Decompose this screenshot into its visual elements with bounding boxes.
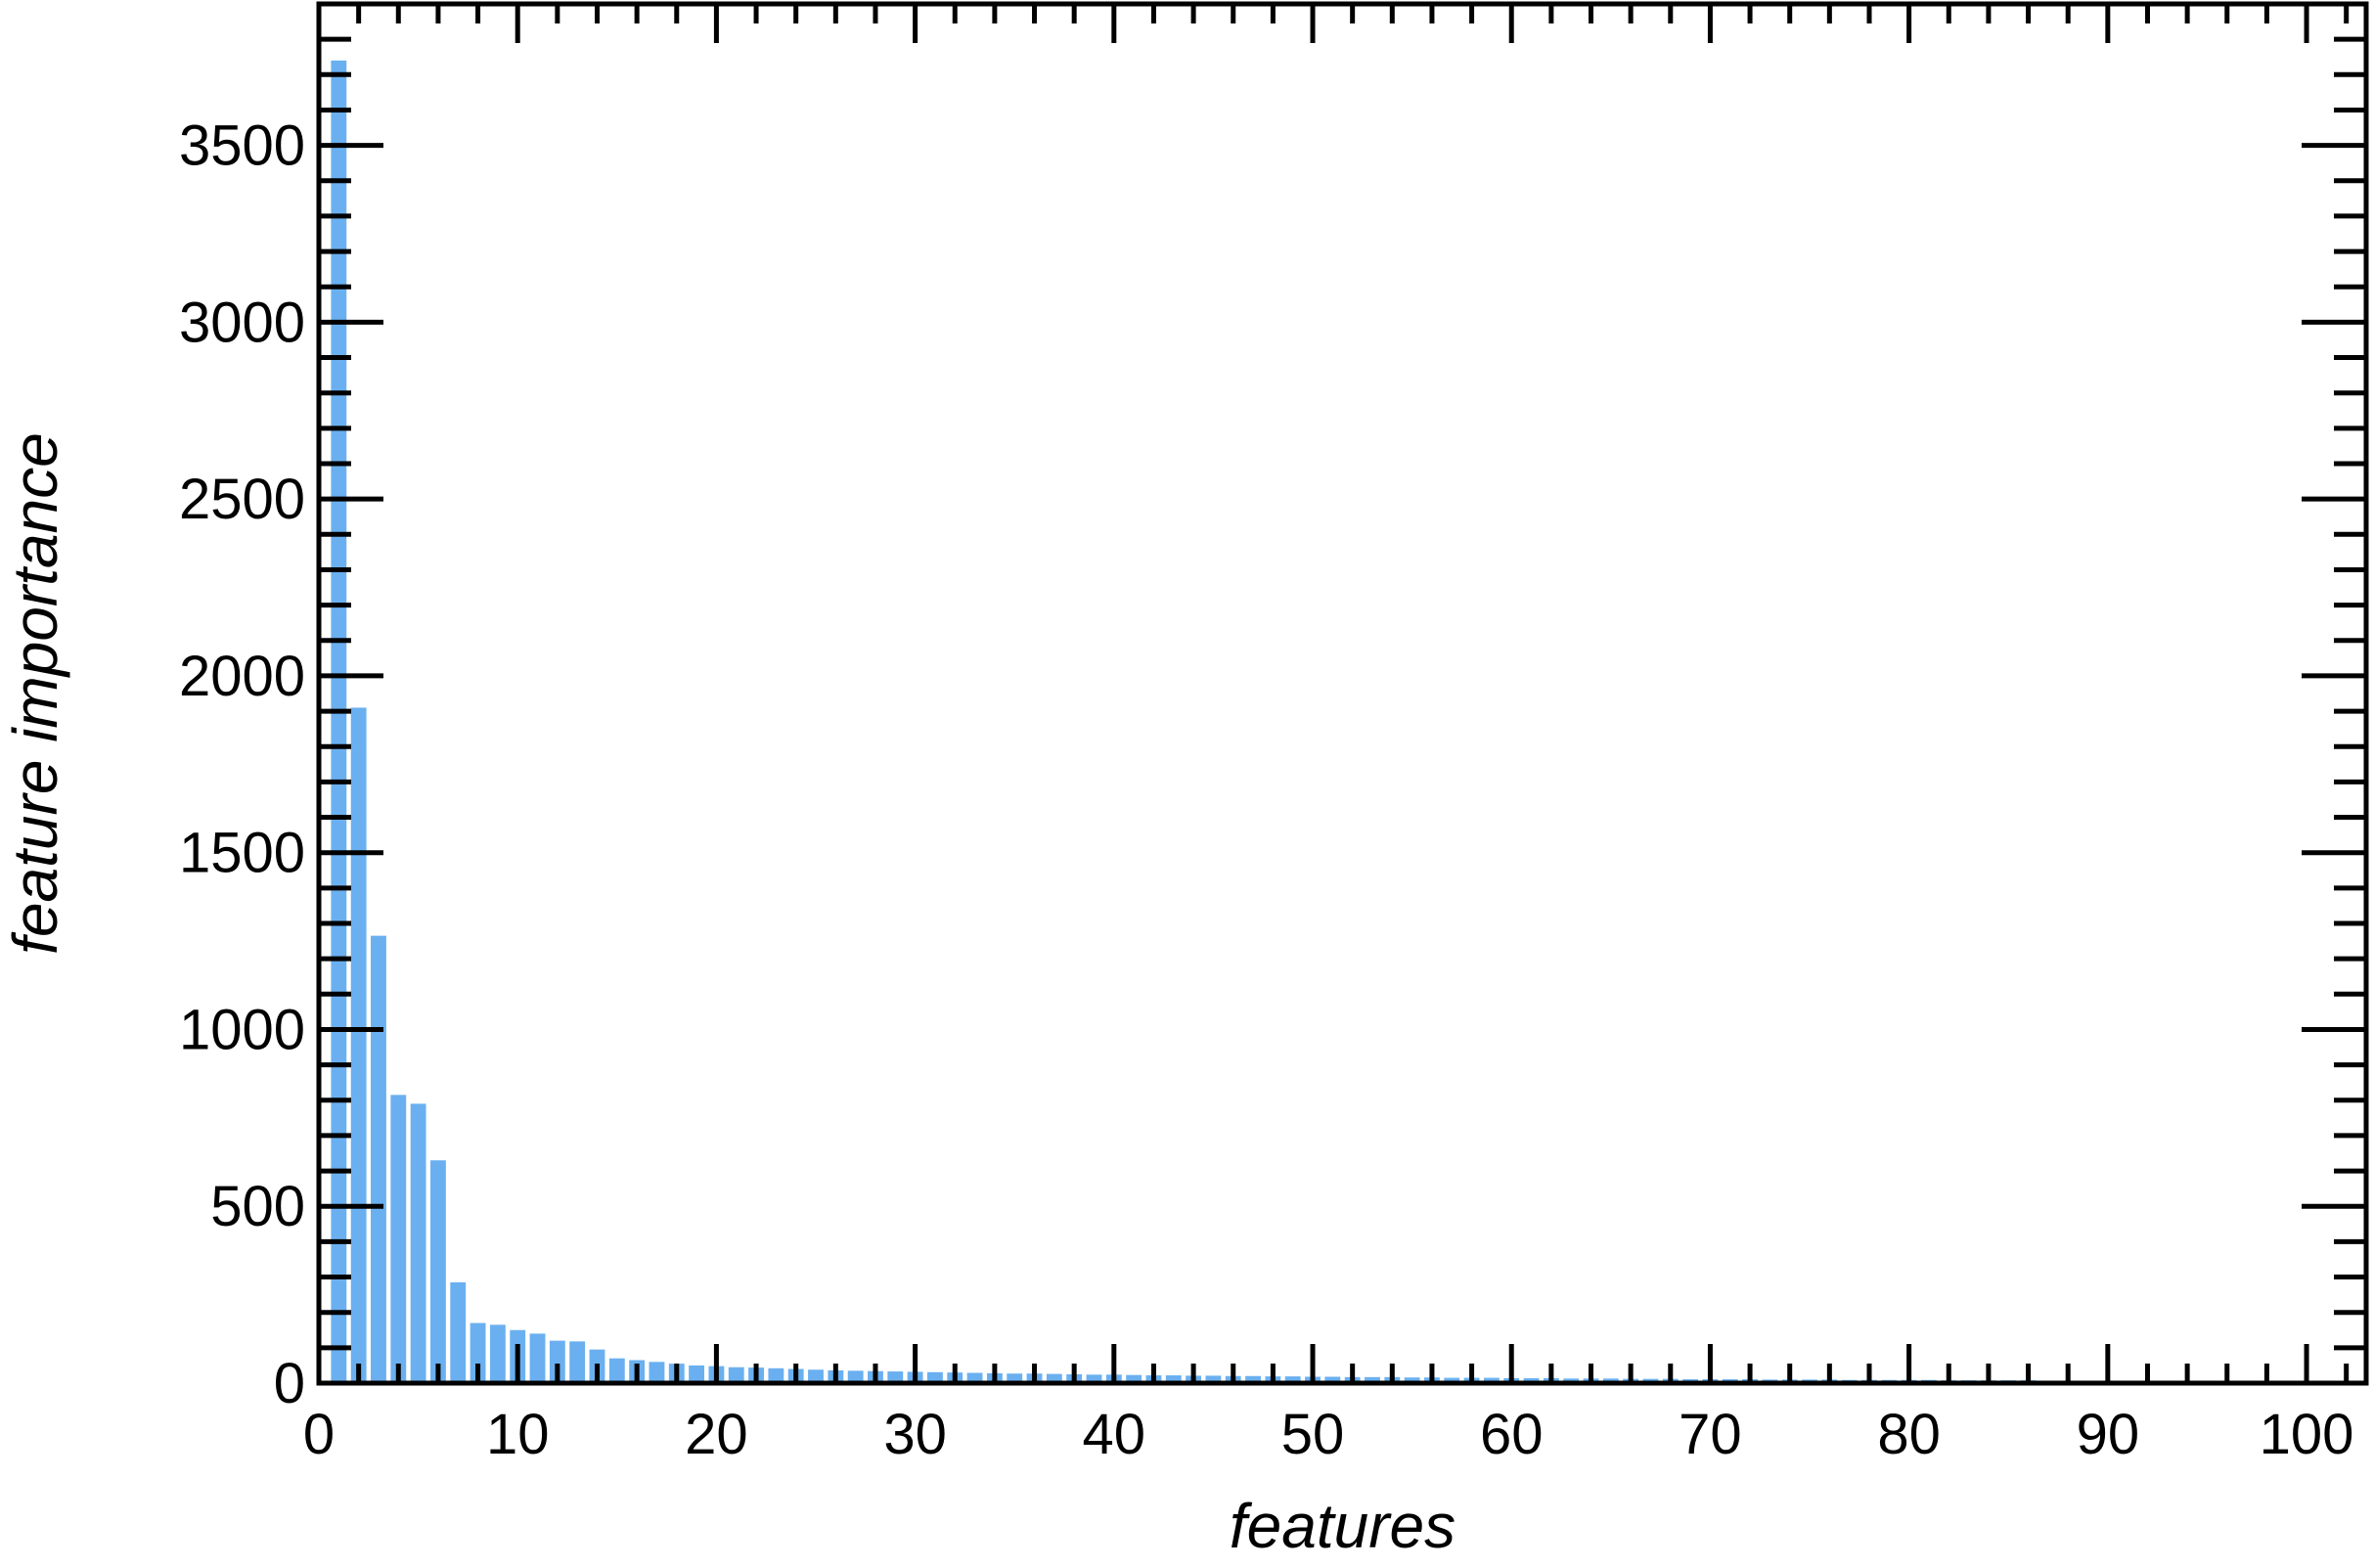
bar-feature-19 [689,1365,705,1383]
bar-feature-43 [1165,1375,1182,1383]
bar-feature-9 [489,1324,506,1383]
bar-feature-55 [1404,1377,1420,1383]
y-tick-label-1000: 1000 [179,998,305,1061]
y-tick-label-2000: 2000 [179,645,305,708]
ticks-layer [316,1,2366,1386]
x-tick-label-10: 10 [486,1403,550,1466]
bar-feature-13 [569,1341,586,1383]
bar-feature-57 [1444,1377,1460,1383]
x-tick-label-90: 90 [2077,1403,2140,1466]
x-tick-label-50: 50 [1281,1403,1345,1466]
bar-feature-59 [1483,1377,1500,1383]
bars-layer [331,60,2354,1384]
x-tick-label-20: 20 [685,1403,748,1466]
bar-feature-49 [1284,1376,1301,1383]
bar-feature-2 [350,707,367,1383]
y-tick-label-500: 500 [210,1175,305,1238]
bar-feature-41 [1126,1374,1142,1383]
bar-feature-23 [768,1367,784,1383]
x-tick-label-100: 100 [2260,1403,2354,1466]
y-tick-label-3500: 3500 [179,114,305,178]
bar-feature-3 [371,935,386,1383]
bar-feature-4 [390,1095,407,1383]
x-tick-label-60: 60 [1480,1403,1544,1466]
x-tick-label-80: 80 [1877,1403,1941,1466]
bar-feature-15 [608,1358,625,1383]
bar-feature-12 [549,1340,565,1383]
bar-feature-6 [430,1160,446,1383]
labels-layer: 0 500 1000 1500 2000 2500 3000 3500 0 10 20 30 40 50 6… [179,114,2353,1466]
y-axis-label: feature importance [0,432,70,955]
bar-feature-7 [450,1281,467,1383]
bar-feature-8 [470,1322,486,1383]
bar-feature-53 [1365,1376,1380,1383]
bar-feature-33 [966,1372,983,1383]
bar-feature-5 [410,1103,426,1383]
bar-feature-31 [927,1371,943,1383]
bar-feature-25 [808,1369,824,1383]
x-tick-label-0: 0 [303,1403,335,1466]
bar-feature-37 [1046,1373,1062,1383]
bar-feature-11 [529,1333,546,1383]
x-tick-label-70: 70 [1679,1403,1742,1466]
bar-feature-21 [728,1366,744,1383]
y-tick-label-2500: 2500 [179,468,305,531]
bar-feature-51 [1324,1376,1341,1383]
bar-feature-45 [1205,1375,1222,1383]
bar-feature-39 [1086,1374,1102,1383]
y-tick-label-1500: 1500 [179,822,305,885]
y-tick-label-3000: 3000 [179,291,305,354]
bar-feature-61 [1523,1377,1540,1383]
x-tick-label-40: 40 [1083,1403,1146,1466]
y-tick-label-0: 0 [274,1352,305,1415]
x-tick-label-30: 30 [883,1403,947,1466]
bar-feature-47 [1245,1375,1261,1383]
bar-feature-29 [887,1371,904,1383]
x-axis-label: features [1230,1491,1456,1561]
bar-feature-27 [847,1370,864,1383]
plot-frame [316,1,2369,1386]
bar-feature-1 [331,60,347,1384]
bar-feature-17 [649,1362,665,1383]
bar-feature-35 [1007,1373,1023,1383]
